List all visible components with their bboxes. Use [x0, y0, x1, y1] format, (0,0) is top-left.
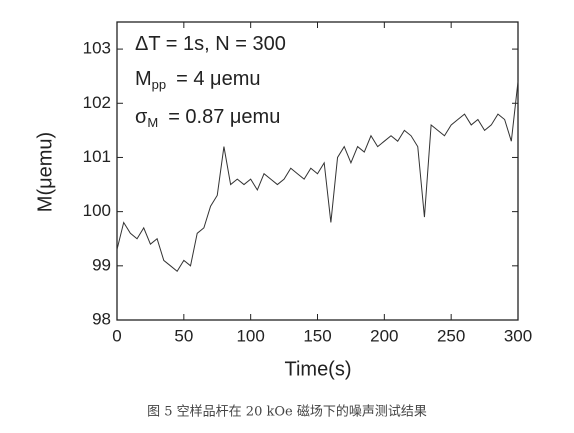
x-tick-label: 250 — [437, 326, 465, 345]
annotation-text: = 0.87 μemu — [168, 106, 280, 128]
x-tick-label: 100 — [236, 326, 264, 345]
x-tick-label: 0 — [112, 326, 121, 345]
y-tick-label: 102 — [83, 93, 111, 112]
annotation-subscript: pp — [152, 77, 166, 92]
x-tick-label: 150 — [303, 326, 331, 345]
annotation-text: M — [135, 68, 152, 90]
x-tick-label: 200 — [370, 326, 398, 345]
y-tick-label: 99 — [92, 255, 111, 274]
y-tick-label: 98 — [92, 309, 111, 328]
annotation-text: = 4 μemu — [176, 68, 260, 90]
x-axis-title: Time(s) — [284, 358, 351, 380]
y-axis-title: M(μemu) — [34, 132, 56, 212]
data-line — [116, 81, 519, 272]
caption: 图 5 空样品杆在 20 kOe 磁场下的噪声测试结果 — [147, 404, 427, 420]
annotation: ΔT = 1s, N = 300 — [135, 33, 286, 55]
annotation-text: ΔT = 1s, N = 300 — [135, 33, 286, 55]
y-tick-label: 100 — [83, 201, 111, 220]
plot-frame — [116, 21, 519, 321]
x-tick-label: 50 — [174, 326, 193, 345]
annotation-text: σ — [135, 106, 148, 128]
annotation-subscript: M — [147, 115, 158, 130]
y-tick-label: 101 — [83, 147, 111, 166]
annotation: σM = 0.87 μemu — [135, 106, 280, 130]
x-tick-label: 300 — [504, 326, 532, 345]
annotation: Mpp = 4 μemu — [135, 68, 261, 92]
y-tick-label: 103 — [83, 39, 111, 58]
